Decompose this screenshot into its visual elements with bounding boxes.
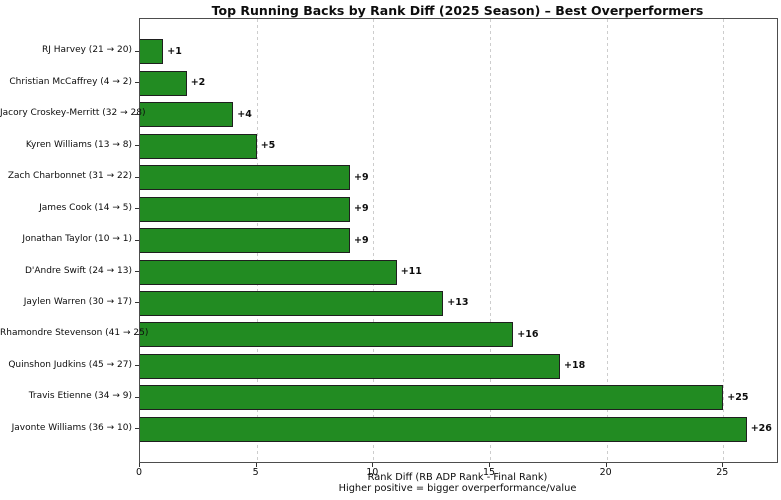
gridline [490, 19, 491, 462]
bar [140, 353, 560, 379]
y-tick-mark [135, 271, 139, 272]
y-tick-mark [135, 50, 139, 52]
x-axis-label: Rank Diff (RB ADP Rank - Final Rank) Hig… [139, 472, 776, 495]
y-tick-mark [135, 176, 139, 178]
x-tick-mark [722, 463, 724, 467]
y-axis-category-label: Jonathan Taylor (10 → 1) [22, 234, 132, 244]
x-tick-mark [255, 463, 257, 467]
bar [140, 228, 350, 253]
y-tick-mark [135, 82, 139, 84]
bar-value-label: +2 [190, 77, 206, 89]
y-tick-mark [135, 365, 139, 367]
y-tick-mark [135, 113, 139, 115]
bar [140, 39, 164, 65]
x-tick-label: 0 [135, 467, 143, 478]
x-tick-label: 15 [482, 467, 496, 478]
x-tick-mark [139, 463, 140, 467]
x-tick-mark [605, 463, 607, 467]
bar-value-label: +9 [354, 171, 369, 183]
y-axis-category-label: Travis Etienne (34 → 9) [28, 391, 132, 402]
y-axis-category-label: Zach Charbonnet (31 → 22) [7, 171, 132, 182]
bar [140, 70, 187, 96]
y-axis-category-label: James Cook (14 → 5) [39, 202, 132, 213]
bar-value-label: +13 [447, 297, 469, 309]
bar-value-label: +4 [237, 108, 252, 120]
gridline [373, 19, 375, 462]
x-tick-mark [372, 463, 374, 467]
chart-title: Top Running Backs by Rank Diff (2025 Sea… [211, 3, 704, 18]
x-tick-label: 5 [252, 467, 259, 478]
bar [140, 385, 724, 411]
bar [140, 196, 350, 222]
bar-value-label: +9 [354, 234, 369, 246]
y-axis-category-label: Quinshon Judkins (45 → 27) [8, 359, 132, 370]
bar-value-label: +5 [260, 140, 276, 152]
y-tick-mark [135, 145, 139, 147]
y-tick-mark [135, 333, 139, 335]
bar [140, 133, 257, 159]
gridline [723, 19, 725, 462]
bar [140, 102, 234, 128]
y-axis-category-label: Christian McCaffrey (4 → 2) [9, 76, 132, 87]
y-tick-mark [135, 208, 139, 209]
x-tick-label: 25 [716, 467, 729, 478]
y-tick-mark [135, 239, 139, 241]
bar [140, 290, 444, 316]
gridline [606, 19, 608, 462]
y-axis-category-label: D'Andre Swift (24 → 13) [24, 265, 132, 276]
bar-value-label: +1 [167, 45, 182, 57]
y-axis-category-label: Kyren Williams (13 → 8) [25, 139, 132, 150]
y-tick-mark [135, 428, 139, 430]
bar-value-label: +18 [564, 360, 586, 372]
plot-area: +1 +2 +4 +5 +9 +9 +9 +11 +13 +16 +18 +25 +26 [139, 18, 778, 463]
y-axis-category-label: Jaylen Warren (30 → 17) [23, 296, 132, 307]
y-axis-category-label: RJ Harvey (21 → 20) [42, 45, 132, 56]
x-axis-label-line1: Rank Diff (RB ADP Rank - Final Rank) [367, 472, 548, 483]
y-axis-category-label: Jacory Croskey-Merritt (32 → 28) [0, 108, 146, 119]
bar [140, 322, 514, 348]
bar-value-label: +9 [354, 203, 369, 214]
bar-value-label: +11 [400, 266, 422, 277]
y-tick-mark [135, 396, 139, 398]
bar [140, 165, 350, 191]
x-tick-label: 20 [599, 467, 612, 478]
bar-value-label: +25 [727, 391, 749, 403]
x-tick-label: 10 [366, 467, 379, 478]
y-axis-category-label: Javonte Williams (36 → 10) [11, 422, 132, 433]
bar [140, 259, 397, 285]
y-tick-mark [135, 302, 139, 304]
bar [140, 416, 747, 442]
bar-value-label: +26 [750, 423, 772, 435]
x-tick-mark [489, 463, 490, 467]
x-axis-label-line2: Higher positive = bigger overperformance… [338, 482, 577, 494]
bar-value-label: +16 [517, 328, 539, 340]
y-axis-category-label: Rhamondre Stevenson (41 → 25) [0, 328, 149, 339]
